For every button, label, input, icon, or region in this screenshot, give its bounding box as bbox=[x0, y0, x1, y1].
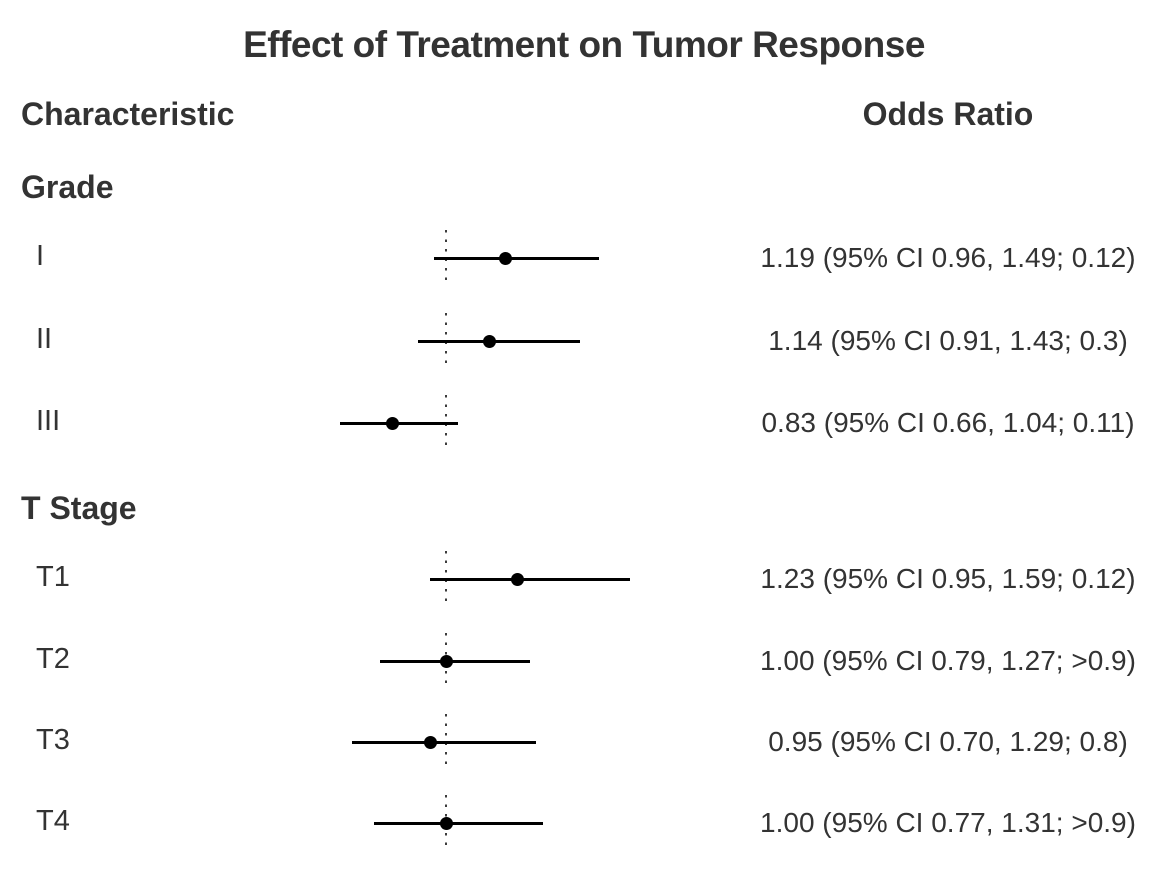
odds-ratio-value: 0.83 (95% CI 0.66, 1.04; 0.11) bbox=[761, 407, 1135, 438]
confidence-interval-line bbox=[339, 421, 459, 425]
odds-ratio-value: 1.23 (95% CI 0.95, 1.59; 0.12) bbox=[760, 563, 1136, 594]
row-label: II bbox=[36, 323, 53, 355]
point-estimate-marker bbox=[423, 735, 437, 749]
odds-ratio-value: 1.19 (95% CI 0.96, 1.49; 0.12) bbox=[760, 242, 1136, 273]
point-estimate-marker bbox=[511, 572, 525, 586]
row-label: T2 bbox=[36, 643, 70, 675]
confidence-interval-line bbox=[352, 740, 537, 744]
column-header-characteristic: Characteristic bbox=[21, 96, 235, 132]
confidence-interval-line bbox=[430, 577, 631, 581]
confidence-interval-line bbox=[417, 339, 581, 343]
row-label: I bbox=[36, 240, 45, 272]
point-estimate-marker bbox=[483, 334, 497, 348]
point-estimate-marker bbox=[439, 816, 453, 830]
column-header-odds-ratio: Odds Ratio bbox=[862, 96, 1034, 132]
point-estimate-marker bbox=[386, 416, 400, 430]
chart-title: Effect of Treatment on Tumor Response bbox=[243, 24, 925, 65]
confidence-interval-line bbox=[433, 256, 599, 260]
row-label: T4 bbox=[36, 805, 70, 837]
confidence-interval-line bbox=[380, 659, 531, 663]
odds-ratio-value: 0.95 (95% CI 0.70, 1.29; 0.8) bbox=[768, 726, 1128, 757]
row-label: III bbox=[36, 405, 61, 437]
row-label: T3 bbox=[36, 724, 70, 756]
odds-ratio-value: 1.00 (95% CI 0.77, 1.31; >0.9) bbox=[760, 807, 1136, 838]
row-label: T1 bbox=[36, 561, 70, 593]
section-label: T Stage bbox=[21, 490, 137, 526]
odds-ratio-value: 1.00 (95% CI 0.79, 1.27; >0.9) bbox=[760, 645, 1136, 676]
confidence-interval-line bbox=[374, 821, 543, 825]
odds-ratio-value: 1.14 (95% CI 0.91, 1.43; 0.3) bbox=[768, 325, 1128, 356]
point-estimate-marker bbox=[439, 654, 453, 668]
section-label: Grade bbox=[21, 169, 114, 205]
point-estimate-marker bbox=[498, 251, 512, 265]
